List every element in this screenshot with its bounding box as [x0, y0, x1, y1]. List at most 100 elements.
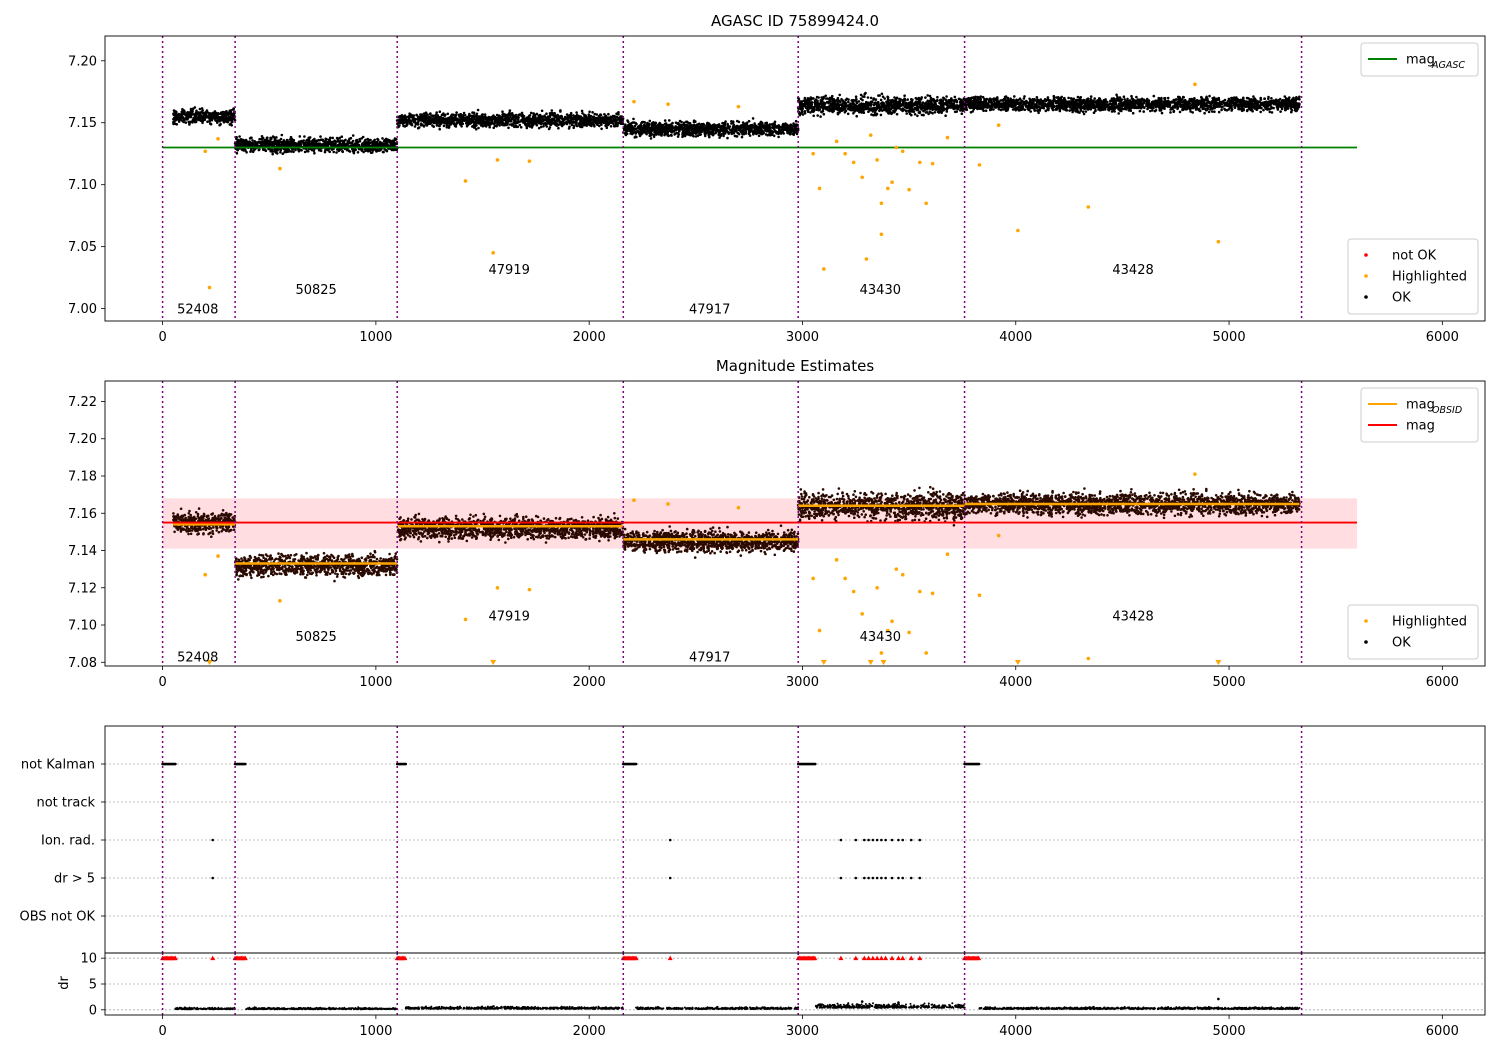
ok-point — [851, 98, 855, 102]
ok-point — [812, 110, 815, 113]
ok-point — [364, 149, 368, 153]
ok-point — [280, 133, 284, 137]
ok-point — [435, 124, 439, 127]
ok-point — [905, 112, 908, 115]
ok-point — [483, 117, 487, 120]
ok-point — [575, 116, 578, 119]
ok-point — [648, 129, 652, 133]
ok-point — [446, 112, 450, 116]
ok-point — [895, 97, 898, 101]
ok-point — [698, 129, 702, 133]
ok-point — [463, 114, 467, 117]
ok-point — [260, 137, 263, 141]
ok-point — [422, 114, 425, 118]
ok-point — [880, 92, 884, 96]
ok-point — [313, 151, 316, 155]
ok-point — [419, 119, 423, 122]
ok-point — [634, 132, 637, 135]
ok-point — [909, 108, 912, 111]
ok-point — [924, 111, 928, 114]
ok-point — [806, 99, 810, 103]
ok-point — [206, 120, 209, 123]
ok-point — [632, 117, 635, 121]
ok-point — [933, 107, 937, 111]
ok-point — [527, 116, 530, 119]
ok-point — [180, 115, 184, 118]
ok-point — [904, 101, 908, 105]
ok-point — [575, 111, 578, 114]
ok-point — [591, 111, 594, 114]
ok-point — [792, 133, 795, 137]
ok-point — [319, 143, 322, 147]
ok-point — [781, 124, 785, 127]
ok-point — [298, 140, 302, 144]
ok-point — [882, 102, 886, 105]
ok-point — [895, 106, 899, 109]
ok-point — [413, 125, 417, 128]
ok-point — [712, 126, 715, 130]
ok-point — [481, 113, 485, 116]
ok-point — [683, 128, 687, 132]
ok-point — [527, 121, 531, 124]
ok-point — [496, 122, 500, 125]
ok-point — [666, 131, 669, 135]
ok-point — [837, 99, 840, 102]
ok-point — [867, 102, 871, 106]
ok-point — [480, 120, 483, 123]
ok-point — [655, 127, 658, 131]
ok-point — [581, 112, 584, 115]
ok-point — [588, 110, 591, 114]
ok-point — [831, 102, 834, 105]
ok-point — [746, 127, 750, 131]
ok-point — [538, 116, 542, 119]
ok-point — [926, 108, 929, 111]
ok-point — [407, 115, 411, 118]
ok-point — [324, 140, 327, 143]
ok-point — [801, 105, 804, 108]
ok-point — [435, 111, 439, 114]
ok-point — [281, 152, 285, 155]
ok-point — [177, 112, 180, 116]
ok-point — [374, 144, 377, 147]
ok-point — [250, 136, 253, 140]
ok-point — [172, 122, 175, 126]
ok-point — [506, 121, 509, 125]
ok-point — [366, 141, 370, 144]
ok-point — [190, 109, 193, 113]
ok-point — [546, 122, 549, 125]
ok-point — [219, 118, 223, 122]
ok-point — [327, 138, 331, 142]
ok-point — [191, 121, 194, 124]
ok-point — [737, 125, 741, 128]
ok-point — [303, 135, 306, 138]
ok-point — [282, 139, 286, 142]
ok-point — [694, 120, 697, 123]
ok-point — [583, 115, 586, 119]
ok-point — [471, 111, 474, 114]
ok-point — [669, 123, 673, 127]
ok-point — [649, 134, 652, 137]
ok-point — [612, 117, 616, 121]
ok-point — [824, 107, 828, 111]
ok-point — [451, 116, 454, 119]
ok-point — [559, 109, 562, 112]
ok-point — [689, 133, 692, 137]
ok-point — [254, 143, 258, 147]
ok-point — [924, 96, 927, 99]
ok-point — [487, 123, 491, 126]
ok-point — [184, 121, 188, 124]
ok-point — [660, 134, 663, 137]
ok-point — [820, 96, 823, 99]
ok-point — [588, 123, 592, 127]
ok-point — [467, 119, 471, 123]
ok-point — [678, 119, 682, 123]
ok-point — [301, 141, 305, 144]
ok-point — [179, 118, 182, 121]
ok-point — [364, 138, 367, 142]
ok-point — [741, 121, 745, 124]
ok-point — [824, 97, 828, 100]
ok-point — [668, 119, 671, 122]
ok-point — [438, 110, 442, 113]
ok-point — [872, 108, 876, 112]
ok-point — [271, 152, 275, 156]
